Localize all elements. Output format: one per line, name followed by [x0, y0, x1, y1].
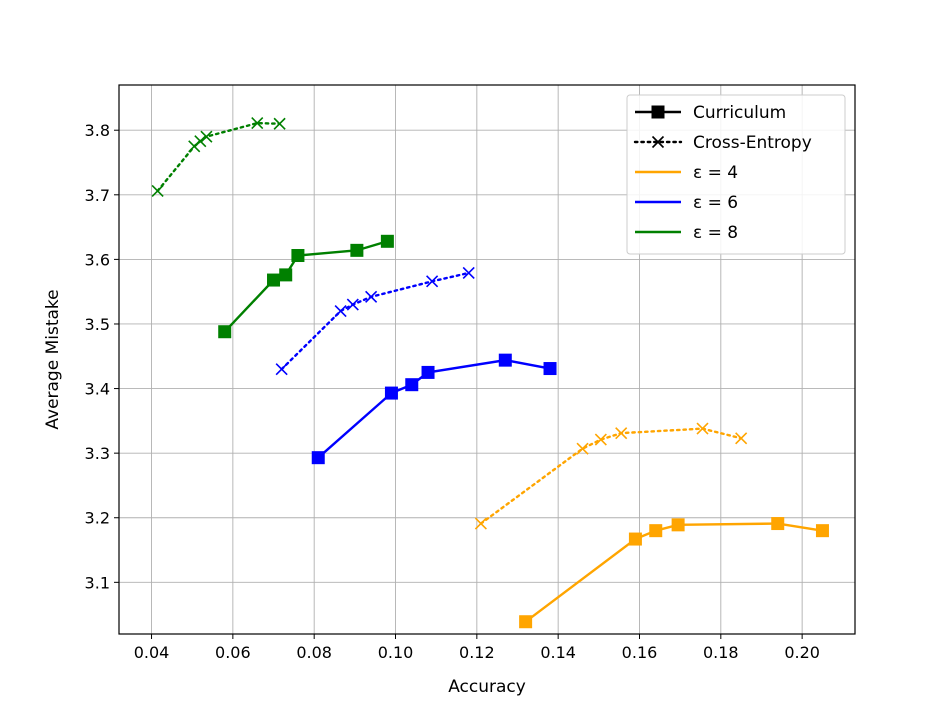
- legend-label: Cross-Entropy: [693, 133, 812, 153]
- data-point: [421, 365, 435, 379]
- x-axis-label: Accuracy: [448, 677, 526, 697]
- legend: Curriculum Cross-Entropy ε = 4 ε = 6 ε = 8: [626, 94, 846, 255]
- series-line: [280, 271, 470, 371]
- data-point: [279, 268, 293, 282]
- y-tick-label: 3.6: [85, 250, 110, 269]
- data-point: [380, 234, 394, 248]
- data-point: [200, 130, 213, 143]
- data-point: [218, 325, 232, 339]
- data-point: [543, 362, 557, 376]
- legend-label: Curriculum: [693, 103, 786, 123]
- data-point: [649, 524, 663, 538]
- data-point: [576, 442, 589, 455]
- x-tick-label: 0.16: [622, 643, 658, 662]
- data-point: [696, 422, 709, 435]
- data-point: [273, 117, 286, 130]
- y-tick-label: 3.2: [85, 509, 110, 528]
- series-group: [151, 117, 286, 197]
- data-point: [350, 243, 364, 257]
- data-point: [384, 386, 398, 400]
- data-point: [405, 378, 419, 392]
- x-tick-label: 0.08: [296, 643, 332, 662]
- data-point: [519, 615, 533, 629]
- series-group: [519, 517, 829, 629]
- data-point: [594, 433, 607, 446]
- legend-marker: [651, 105, 665, 119]
- legend-marker: [651, 135, 665, 149]
- series-group: [311, 353, 557, 465]
- data-point: [275, 363, 288, 376]
- legend-box: [626, 94, 846, 255]
- data-point: [426, 275, 439, 288]
- y-tick-label: 3.5: [85, 315, 110, 334]
- data-point: [291, 249, 305, 263]
- x-tick-label: 0.18: [703, 643, 739, 662]
- data-point: [815, 524, 829, 538]
- legend-label: ε = 6: [693, 193, 738, 213]
- data-point: [346, 298, 359, 311]
- data-point: [365, 290, 378, 303]
- legend-label: ε = 4: [693, 163, 738, 183]
- y-tick-label: 3.1: [85, 573, 110, 592]
- data-point: [628, 532, 642, 546]
- ticks: 0.04 0.06 0.08 0.10 0.12 0.14 0.16 0.18 0.20 3.1 3…: [85, 121, 820, 662]
- data-point: [151, 184, 164, 197]
- x-tick-label: 0.20: [784, 643, 820, 662]
- data-point: [498, 353, 512, 367]
- data-point: [267, 273, 281, 287]
- series-line: [317, 358, 551, 459]
- data-point: [462, 266, 475, 280]
- series-layer: [151, 117, 829, 629]
- data-point: [194, 135, 207, 148]
- series-group: [474, 422, 748, 530]
- data-point: [615, 427, 628, 440]
- y-tick-label: 3.7: [85, 186, 110, 205]
- legend-label: ε = 8: [693, 223, 738, 243]
- data-point: [334, 304, 347, 318]
- series-group: [218, 234, 394, 339]
- x-tick-label: 0.06: [215, 643, 251, 662]
- y-axis-label: Average Mistake: [43, 289, 63, 429]
- y-tick-label: 3.8: [85, 121, 110, 140]
- data-point: [311, 451, 325, 465]
- y-tick-label: 3.4: [85, 380, 110, 399]
- data-point: [771, 517, 785, 531]
- axes-frame: [118, 84, 856, 635]
- x-tick-label: 0.04: [134, 643, 170, 662]
- series-group: [275, 266, 475, 376]
- data-point: [474, 517, 487, 530]
- series-line: [524, 522, 823, 623]
- x-tick-label: 0.12: [459, 643, 495, 662]
- series-line: [479, 427, 743, 525]
- data-point: [735, 432, 748, 445]
- data-point: [251, 117, 264, 130]
- y-tick-label: 3.3: [85, 444, 110, 463]
- data-point: [671, 518, 685, 532]
- x-tick-label: 0.14: [540, 643, 576, 662]
- x-tick-label: 0.10: [378, 643, 414, 662]
